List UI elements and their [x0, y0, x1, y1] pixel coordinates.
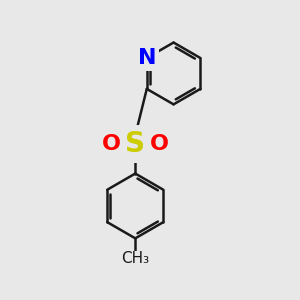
Text: S: S	[125, 130, 145, 158]
Text: N: N	[137, 48, 156, 68]
Text: O: O	[150, 134, 169, 154]
Text: O: O	[102, 134, 121, 154]
Text: CH₃: CH₃	[121, 251, 149, 266]
